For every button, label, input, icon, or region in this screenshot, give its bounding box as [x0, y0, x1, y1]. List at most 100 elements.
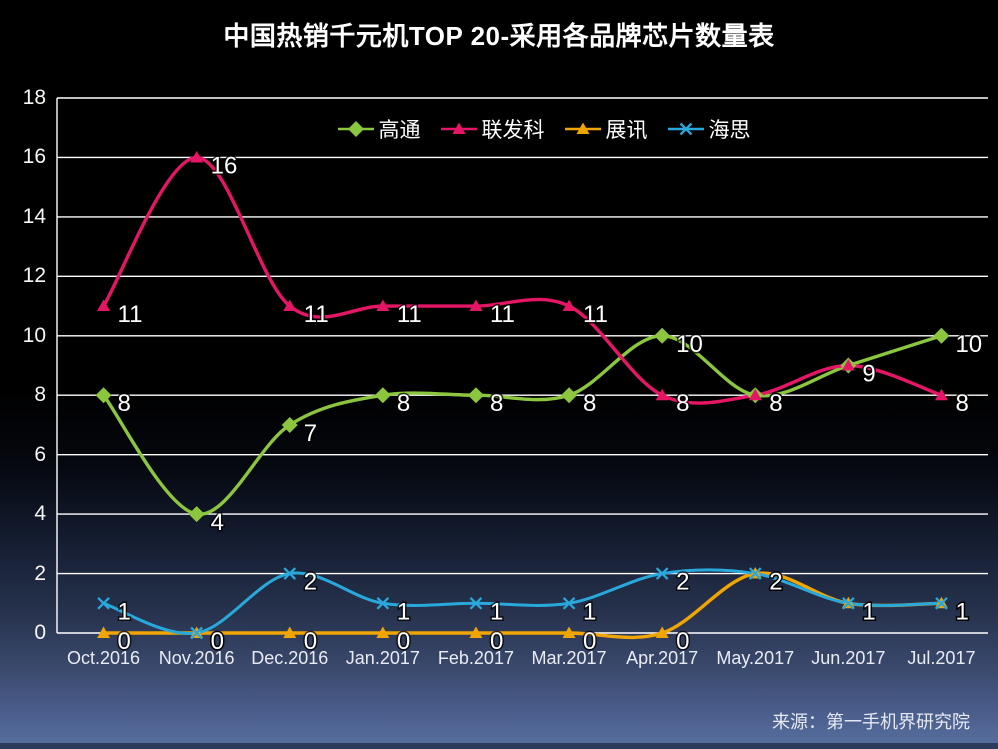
data-label: 8 [955, 390, 968, 417]
series-line-1 [101, 155, 944, 405]
data-label: 10 [955, 331, 982, 358]
y-tick-label: 6 [34, 442, 46, 466]
x-marker-icon [283, 567, 297, 580]
legend-item-0: 高通 [337, 114, 421, 144]
data-label: 1 [397, 598, 410, 625]
chart-title: 中国热销千元机TOP 20-采用各品牌芯片数量表 [223, 21, 775, 51]
legend-item-1: 联发科 [440, 114, 545, 144]
diamond-marker-icon [281, 416, 298, 433]
data-label: 16 [211, 152, 238, 179]
x-marker-icon [842, 596, 855, 610]
data-label: 0 [211, 628, 224, 655]
diamond-marker-icon [467, 387, 484, 404]
triangle-marker-icon [655, 388, 669, 401]
legend-label: 联发科 [481, 119, 545, 142]
x-marker-icon [190, 626, 203, 640]
legend-label: 展讯 [605, 119, 648, 142]
data-label: 0 [304, 628, 317, 655]
data-label: 11 [118, 301, 143, 328]
y-tick-label: 0 [34, 621, 46, 644]
x-marker-icon [655, 567, 669, 580]
triangle-marker-icon [97, 299, 111, 312]
y-tick-label: 12 [22, 264, 46, 288]
x-marker-icon [469, 596, 483, 610]
x-tick-label: Dec.2016 [251, 648, 329, 668]
source-caption: 来源：第一手机界研究院 [772, 712, 970, 732]
triangle-marker-icon [283, 299, 297, 312]
data-label: 8 [769, 390, 782, 417]
data-label: 0 [676, 628, 689, 655]
diamond-marker-icon [654, 327, 671, 344]
y-tick-label: 16 [22, 145, 46, 169]
triangle-marker-icon [934, 388, 948, 401]
triangle-marker-icon [562, 299, 576, 312]
legend-swatch [667, 122, 704, 136]
data-label: 1 [118, 598, 131, 625]
legend-swatch [564, 122, 601, 134]
diamond-marker-icon [347, 121, 364, 137]
triangle-marker-icon [97, 626, 111, 638]
triangle-marker-icon [452, 122, 465, 134]
triangle-marker-icon [562, 626, 576, 638]
triangle-marker-icon [190, 150, 204, 163]
data-label: 8 [118, 390, 131, 417]
data-label: 7 [304, 420, 317, 447]
data-label: 2 [769, 569, 782, 596]
triangle-marker-icon [283, 626, 297, 638]
triangle-marker-icon [841, 359, 855, 371]
diamond-marker-icon [374, 387, 391, 404]
x-tick-label: Mar.2017 [531, 648, 607, 668]
x-marker-icon [97, 596, 110, 610]
x-tick-label: Feb.2017 [437, 648, 514, 668]
data-label: 8 [490, 390, 503, 417]
triangle-marker-icon [376, 626, 390, 638]
y-tick-label: 4 [34, 502, 46, 526]
data-label: 8 [676, 390, 689, 417]
diamond-marker-icon [95, 387, 112, 404]
data-label: 2 [676, 569, 689, 596]
legend-item-3: 海思 [667, 114, 751, 144]
data-label: 1 [490, 598, 503, 625]
y-tick-label: 10 [22, 323, 46, 347]
data-label: 2 [769, 569, 782, 596]
triangle-marker-icon [655, 626, 669, 638]
x-tick-label: May.2017 [716, 648, 795, 668]
data-label: 4 [211, 509, 224, 536]
x-marker-icon [679, 122, 692, 136]
legend-label: 高通 [378, 119, 421, 142]
data-label: 8 [769, 390, 782, 417]
data-label: 1 [862, 598, 875, 625]
x-tick-label: Nov.2016 [158, 648, 235, 668]
data-label: 0 [211, 628, 224, 655]
y-tick-label: 14 [22, 204, 46, 228]
triangle-marker-icon [576, 122, 589, 134]
diamond-marker-icon [933, 327, 950, 344]
y-tick-label: 2 [34, 561, 46, 585]
x-marker-icon [748, 567, 762, 580]
y-tick-label: 8 [34, 383, 46, 407]
x-tick-label: Apr.2017 [626, 648, 699, 668]
data-label: 1 [955, 598, 968, 625]
data-label: 8 [583, 390, 596, 417]
data-label: 1 [583, 598, 596, 625]
data-label: 0 [490, 628, 503, 655]
legend-swatch [440, 122, 477, 134]
data-label: 11 [397, 301, 422, 328]
bottom-edge-strip [0, 743, 998, 749]
data-label: 11 [583, 301, 608, 328]
data-label: 0 [118, 628, 131, 655]
x-marker-icon [376, 596, 390, 610]
x-tick-label: Oct.2016 [67, 648, 141, 668]
triangle-marker-icon [748, 388, 762, 401]
x-tick-label: Jan.2017 [345, 648, 420, 668]
data-label: 0 [583, 628, 596, 655]
data-label: 11 [490, 301, 515, 328]
data-label: 11 [304, 301, 329, 328]
legend: 高通 联发科 展讯 海思 [0, 114, 998, 144]
data-label: 0 [397, 628, 410, 655]
data-label: 10 [676, 331, 703, 358]
data-label: 9 [862, 361, 875, 388]
x-tick-label: Jun.2017 [811, 648, 886, 668]
